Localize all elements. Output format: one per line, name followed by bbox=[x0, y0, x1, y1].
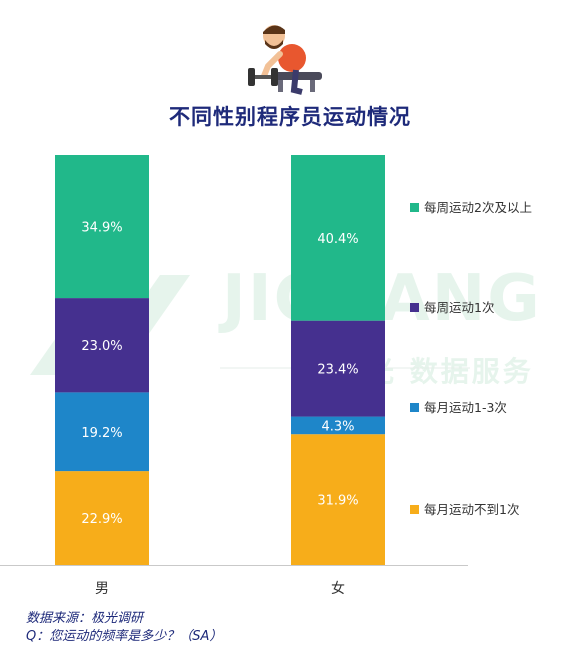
weightlifter-icon bbox=[248, 25, 322, 95]
data-label: 4.3% bbox=[321, 419, 354, 434]
bar-segment bbox=[55, 392, 149, 472]
bar-segment bbox=[291, 416, 385, 435]
bar-segment bbox=[55, 155, 149, 299]
data-label: 22.9% bbox=[81, 512, 122, 527]
legend-swatch bbox=[410, 303, 419, 312]
data-label: 19.2% bbox=[81, 426, 122, 441]
legend-swatch bbox=[410, 403, 419, 412]
data-label: 23.4% bbox=[317, 363, 358, 378]
bar-segment bbox=[291, 155, 385, 321]
legend-swatch bbox=[410, 203, 419, 212]
data-label: 23.0% bbox=[81, 339, 122, 354]
bar-segment bbox=[291, 434, 385, 565]
legend-label: 每周运动2次及以上 bbox=[424, 200, 532, 215]
bar-segment bbox=[55, 298, 149, 393]
bar-segment bbox=[55, 471, 149, 565]
category-tick-label: 男 bbox=[95, 581, 109, 597]
legend-label: 每月运动不到1次 bbox=[424, 502, 519, 517]
legend-label: 每月运动1-3次 bbox=[424, 400, 507, 415]
legend-swatch bbox=[410, 505, 419, 514]
legend-label: 每周运动1次 bbox=[424, 300, 494, 315]
footer-question: Q：您运动的频率是多少？（SA） bbox=[26, 629, 223, 644]
data-label: 34.9% bbox=[81, 221, 122, 236]
category-tick-label: 女 bbox=[331, 580, 345, 597]
data-label: 31.9% bbox=[317, 494, 358, 509]
footer-source: 数据来源：极光调研 bbox=[26, 611, 144, 626]
bar-segment bbox=[291, 320, 385, 417]
data-label: 40.4% bbox=[317, 232, 358, 247]
chart-title: 不同性别程序员运动情况 bbox=[169, 105, 411, 129]
